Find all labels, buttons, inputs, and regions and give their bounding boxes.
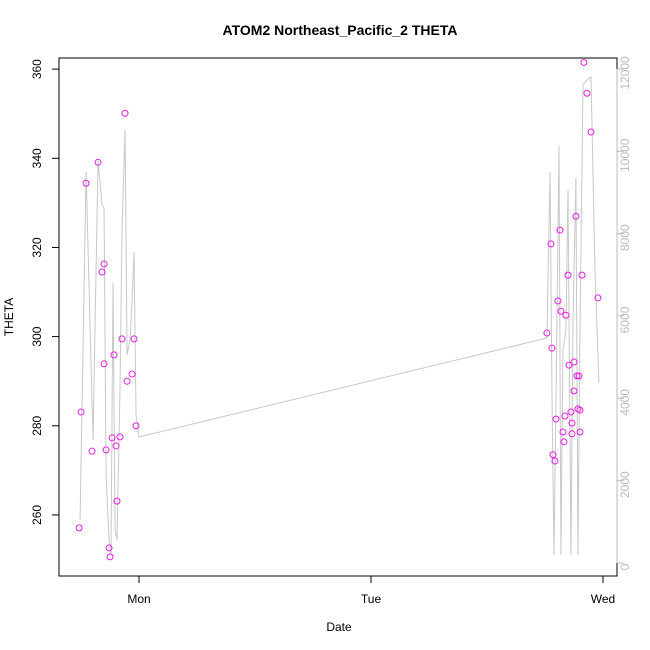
data-point [123, 377, 131, 385]
data-point [568, 430, 576, 438]
data-point [128, 370, 136, 378]
y2-tick-label: 4000 [618, 389, 632, 416]
data-point [583, 89, 591, 97]
data-point [575, 372, 583, 380]
data-line [79, 76, 600, 556]
data-point [556, 226, 564, 234]
data-point [547, 240, 555, 248]
data-point [108, 434, 116, 442]
x-tick-label: Mon [127, 592, 150, 606]
y2-tick-label: 6000 [618, 306, 632, 333]
data-point [564, 271, 572, 279]
data-point [82, 179, 90, 187]
data-point [100, 260, 108, 268]
y2-tick-label: 2000 [618, 471, 632, 498]
data-point [113, 497, 121, 505]
data-point [576, 406, 584, 414]
y-tick-label: 360 [30, 59, 44, 79]
data-point [552, 415, 560, 423]
y-tick-label: 340 [30, 148, 44, 168]
data-point [565, 361, 573, 369]
data-point [132, 422, 140, 430]
data-point [75, 524, 83, 532]
data-point [560, 438, 568, 446]
data-point [106, 553, 114, 561]
data-point [98, 268, 106, 276]
y-axis-label: THETA [2, 298, 16, 336]
data-point [570, 387, 578, 395]
data-point [77, 408, 85, 416]
y-tick-label: 280 [30, 415, 44, 435]
data-point [121, 109, 129, 117]
data-point [561, 412, 569, 420]
x-tick-label: Wed [591, 592, 615, 606]
data-point [573, 372, 581, 380]
data-point [557, 307, 565, 315]
data-point [110, 351, 118, 359]
data-point [570, 358, 578, 366]
data-point [576, 428, 584, 436]
y2-tick-label: 12000 [618, 56, 632, 90]
data-point [100, 360, 108, 368]
data-point [88, 447, 96, 455]
x-axis-label: Date [326, 620, 352, 634]
data-point [548, 344, 556, 352]
data-point [568, 419, 576, 427]
data-point [551, 457, 559, 465]
data-point [102, 446, 110, 454]
data-point [549, 451, 557, 459]
y-tick-label: 260 [30, 505, 44, 525]
data-point [94, 158, 102, 166]
data-point [554, 297, 562, 305]
data-point [112, 442, 120, 450]
data-point [574, 405, 582, 413]
data-point [562, 311, 570, 319]
y2-tick-label: 10000 [618, 138, 632, 172]
data-point [580, 58, 588, 66]
data-point [594, 294, 602, 302]
data-point [572, 212, 580, 220]
data-point [118, 335, 126, 343]
data-point [116, 433, 124, 441]
y2-tick-label: 0 [618, 563, 632, 570]
data-point [587, 128, 595, 136]
y2-tick-label: 8000 [618, 224, 632, 251]
x-tick-label: Tue [361, 592, 382, 606]
data-point [543, 329, 551, 337]
plot-frame [58, 57, 618, 577]
data-point [567, 408, 575, 416]
y-tick-label: 320 [30, 237, 44, 257]
data-point [559, 428, 567, 436]
data-point [578, 271, 586, 279]
chart-title: ATOM2 Northeast_Pacific_2 THETA [223, 22, 458, 38]
data-point [105, 544, 113, 552]
y-tick-label: 300 [30, 326, 44, 346]
data-point [130, 335, 138, 343]
